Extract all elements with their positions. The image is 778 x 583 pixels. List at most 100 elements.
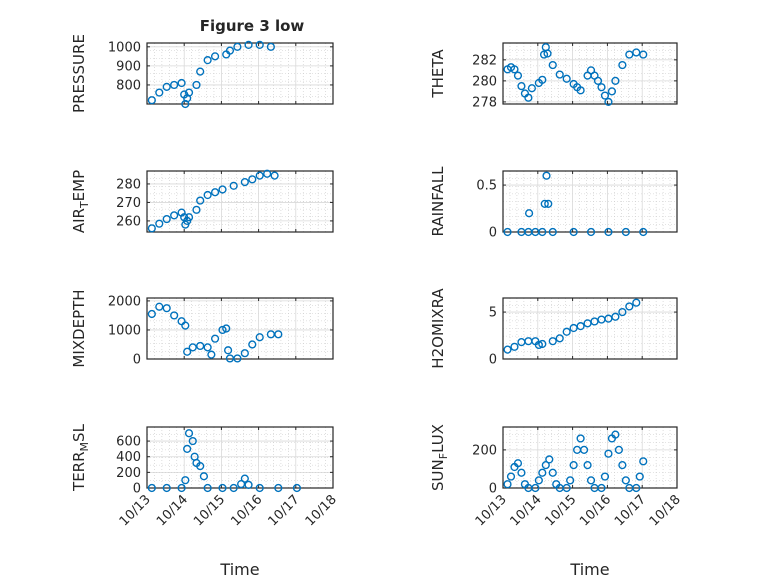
data-point (635, 472, 644, 481)
data-point (517, 468, 526, 477)
axes-box (146, 297, 334, 360)
y-tick-label: 260 (116, 214, 141, 229)
subplot-h2omixra: 0 5 H2OMIXRA (429, 288, 678, 369)
y-tick-label: 600 (116, 435, 141, 450)
x-tick-label: 10/13 (473, 492, 510, 529)
y-tick-label: 0 (489, 353, 497, 368)
y-tick-label: 400 (116, 450, 141, 465)
axes-box (502, 42, 678, 105)
data-point (517, 82, 526, 91)
data-point (147, 224, 156, 233)
data-point (562, 74, 571, 83)
data-point (531, 483, 540, 493)
data-point (527, 84, 536, 93)
data-point (548, 60, 557, 70)
data-point (240, 474, 249, 483)
subplot-terr_msl: 10/13 10/14 10/15 10/16 10/17 10/18 0200400600… (70, 423, 340, 579)
data-point (544, 199, 553, 208)
data-point (583, 461, 592, 470)
data-point (237, 479, 246, 489)
y-axis-label-main: RAINFALL (429, 166, 447, 237)
data-point (506, 472, 516, 481)
y-axis-label-main: AIR (70, 208, 88, 233)
data-point (600, 91, 610, 100)
axes-box (146, 170, 334, 233)
data-point (566, 476, 575, 485)
y-tick-label: 280 (116, 177, 141, 192)
data-point (196, 341, 205, 351)
data-point (244, 40, 253, 50)
data-point (248, 340, 257, 349)
data-point (155, 302, 164, 311)
y-axis-label-main: TERR (70, 451, 88, 492)
data-point (538, 75, 547, 84)
data-point (621, 476, 630, 485)
data-point (255, 333, 264, 342)
data-point (255, 40, 264, 50)
data-point (192, 205, 201, 214)
data-point (162, 82, 171, 91)
data-point (562, 327, 571, 336)
data-point (248, 175, 257, 184)
data-point (225, 46, 235, 55)
data-point (579, 445, 589, 454)
x-tick-label: 10/15 (542, 492, 579, 529)
y-tick-label: 1000 (108, 323, 141, 338)
data-point (147, 96, 156, 105)
data-point (207, 350, 216, 359)
data-point (203, 190, 212, 200)
data-point (274, 330, 283, 339)
data-point (218, 325, 227, 335)
data-point (183, 444, 192, 453)
data-point (625, 302, 634, 311)
x-axis-label: Time (219, 560, 259, 579)
data-point (545, 455, 554, 464)
data-point (625, 50, 634, 59)
figure-title: Figure 3 low (200, 17, 305, 35)
data-point (510, 342, 519, 351)
y-axis-label: RAINFALL (429, 166, 447, 237)
y-tick-label: 278 (472, 95, 497, 110)
data-point (513, 459, 523, 468)
data-point (562, 483, 571, 493)
data-point (155, 219, 164, 228)
data-point (170, 80, 179, 90)
data-point (538, 468, 547, 477)
data-point (155, 88, 164, 97)
y-tick-label: 200 (116, 466, 141, 481)
y-axis-label-main: THETA (429, 49, 447, 99)
x-tick-label: 10/17 (612, 492, 649, 529)
data-point (177, 78, 186, 88)
data-point (162, 483, 171, 493)
y-tick-label: 0 (489, 226, 497, 241)
data-point (503, 345, 512, 354)
y-tick-label: 800 (116, 78, 141, 93)
x-tick-label: 10/16 (228, 492, 265, 529)
axes-box (146, 42, 334, 105)
x-tick-label: 10/17 (266, 492, 303, 529)
y-axis-label-tail: LUX (429, 424, 447, 453)
x-tick-label: 10/16 (577, 492, 614, 529)
y-axis-label: TERRMSL (70, 423, 91, 492)
data-point (539, 50, 549, 59)
data-point (240, 349, 249, 358)
data-point (618, 307, 627, 317)
data-point (223, 346, 233, 355)
data-point (541, 461, 550, 470)
x-axis-label: Time (569, 560, 609, 579)
data-point (543, 49, 552, 58)
data-point (210, 188, 220, 197)
data-point (513, 71, 523, 80)
y-axis-label: AIRTEMP (70, 170, 91, 233)
y-axis-label-subscript: F (437, 453, 450, 459)
data-point (183, 347, 192, 356)
data-point (233, 42, 242, 51)
data-point (162, 304, 171, 313)
data-point (199, 472, 209, 481)
y-tick-label: 900 (116, 59, 141, 74)
data-point (170, 311, 179, 320)
data-point (604, 449, 613, 458)
data-point (600, 472, 610, 481)
